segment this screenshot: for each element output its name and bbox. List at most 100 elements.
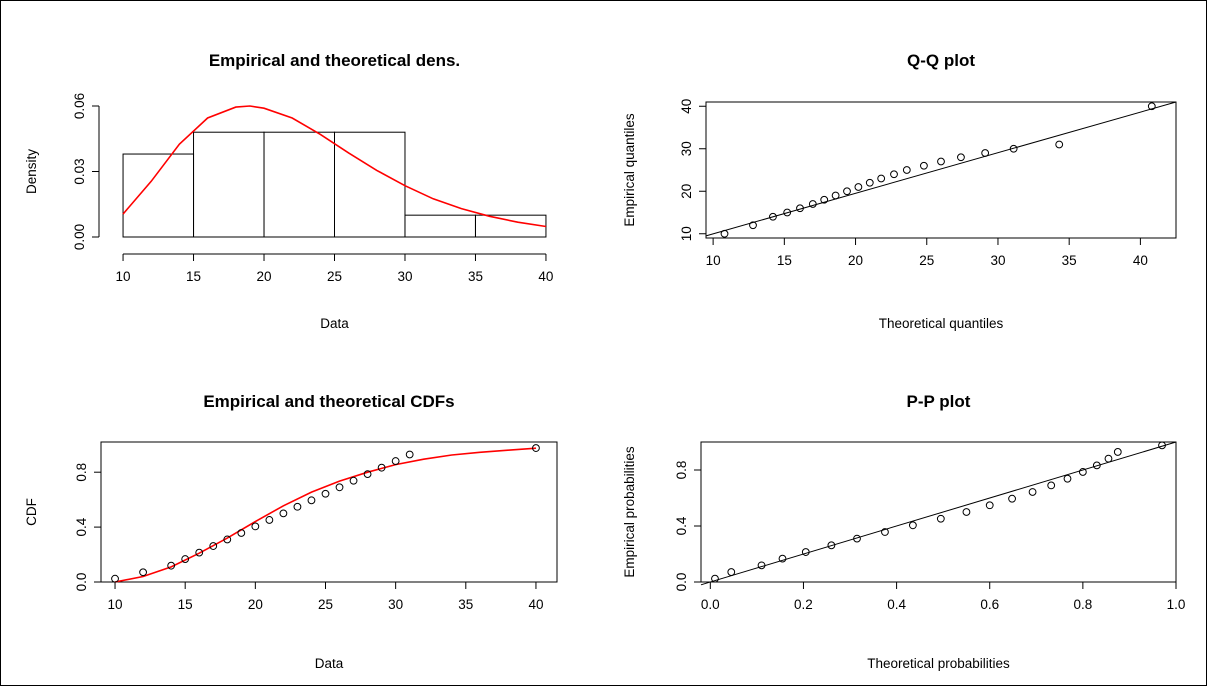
- x-tick-label: 0.0: [701, 597, 720, 612]
- data-point: [843, 187, 851, 196]
- data-point: [181, 555, 190, 563]
- data-point: [881, 528, 889, 536]
- x-axis-label: Theoretical probabilities: [867, 656, 1010, 671]
- data-point: [1113, 448, 1122, 456]
- data-point: [335, 483, 344, 492]
- data-point: [757, 561, 766, 570]
- x-tick-label: 25: [919, 253, 934, 268]
- data-point: [854, 183, 863, 191]
- data-point: [749, 221, 757, 230]
- x-tick-label: 10: [706, 253, 721, 268]
- y-tick-label: 0.8: [674, 461, 689, 480]
- y-tick-label: 0.4: [674, 516, 689, 535]
- y-tick-label: 0.0: [74, 573, 89, 592]
- data-point: [237, 529, 246, 537]
- data-point: [877, 174, 886, 183]
- data-point: [1078, 468, 1087, 476]
- x-tick-label: 15: [777, 253, 792, 268]
- histogram-bar: [193, 131, 265, 238]
- data-point: [865, 178, 874, 187]
- y-tick-label: 0.4: [74, 517, 89, 536]
- y-tick-label: 0.8: [74, 463, 89, 482]
- data-point: [831, 191, 840, 200]
- x-tick-label: 0.8: [1073, 597, 1092, 612]
- data-point: [985, 501, 994, 510]
- data-point: [251, 522, 260, 531]
- fitted-curve: [122, 105, 547, 228]
- data-point: [307, 496, 316, 505]
- data-point: [1158, 441, 1166, 450]
- y-axis-label: CDF: [24, 498, 39, 526]
- x-tick-label: 25: [318, 597, 333, 612]
- data-point: [853, 534, 861, 543]
- data-point: [321, 489, 330, 498]
- x-axis-label: Data: [315, 656, 344, 671]
- x-tick-label: 30: [990, 253, 1005, 268]
- x-axis-label: Theoretical quantiles: [879, 316, 1004, 331]
- y-axis-label: Empirical probabilities: [622, 446, 637, 578]
- x-tick-label: 35: [468, 269, 483, 284]
- y-tick-label: 10: [679, 226, 694, 241]
- data-point: [711, 574, 719, 583]
- data-point: [1008, 494, 1016, 503]
- x-tick-label: 20: [848, 253, 863, 268]
- x-tick-label: 10: [116, 269, 131, 284]
- chart-title: Q-Q plot: [907, 51, 975, 70]
- data-point: [920, 161, 928, 170]
- y-tick-label: 40: [679, 99, 694, 114]
- data-point: [293, 502, 302, 511]
- data-point: [727, 568, 736, 576]
- histogram-bar: [334, 131, 406, 238]
- x-tick-label: 40: [538, 269, 553, 284]
- chart-cdf: Empirical and theoretical CDFs 10 15 20 25 30…: [24, 392, 558, 671]
- data-point: [167, 561, 176, 570]
- x-tick-label: 30: [397, 269, 412, 284]
- data-point: [981, 149, 990, 157]
- chart-qq: Q-Q plot 10 15 20 25 30 35 40 10 20 30 40 Theoretica…: [622, 51, 1177, 331]
- data-point: [1147, 102, 1156, 111]
- y-axis-label: Density: [24, 149, 39, 194]
- data-point: [1092, 461, 1101, 470]
- data-point: [908, 521, 917, 530]
- x-tick-label: 20: [257, 269, 272, 284]
- x-tick-label: 0.4: [887, 597, 906, 612]
- data-point: [405, 450, 414, 459]
- y-tick-label: 30: [679, 141, 694, 156]
- data-point: [391, 457, 400, 465]
- data-point: [111, 574, 119, 583]
- data-point: [139, 568, 147, 577]
- data-point: [769, 212, 777, 221]
- data-point: [1047, 481, 1056, 490]
- x-axis-label: Data: [320, 316, 349, 331]
- data-point: [957, 153, 965, 162]
- x-tick-label: 25: [327, 269, 342, 284]
- plot-box: [100, 441, 558, 583]
- chart-density: Empirical and theoretical dens. 10 15 20 25 3…: [24, 51, 553, 331]
- x-tick-label: 40: [1133, 253, 1148, 268]
- data-point: [1009, 144, 1018, 153]
- data-point: [936, 514, 945, 523]
- data-point: [937, 157, 945, 166]
- y-tick-label: 0.03: [72, 158, 87, 184]
- data-point: [796, 204, 804, 213]
- data-point: [363, 470, 372, 479]
- x-tick-label: 40: [528, 597, 543, 612]
- data-point: [1055, 140, 1064, 149]
- x-tick-label: 15: [178, 597, 193, 612]
- x-tick-label: 0.6: [980, 597, 999, 612]
- chart-title: Empirical and theoretical CDFs: [203, 392, 454, 411]
- fitted-curve: [114, 447, 537, 583]
- x-tick-label: 0.2: [794, 597, 813, 612]
- data-point: [827, 541, 836, 550]
- data-point: [532, 444, 540, 452]
- data-point: [195, 548, 204, 557]
- data-point: [1063, 474, 1072, 483]
- data-point: [890, 170, 898, 179]
- chart-title: P-P plot: [907, 392, 971, 411]
- x-tick-label: 15: [186, 269, 201, 284]
- plot-box: [705, 101, 1177, 239]
- data-point: [778, 554, 787, 563]
- data-point: [223, 535, 232, 544]
